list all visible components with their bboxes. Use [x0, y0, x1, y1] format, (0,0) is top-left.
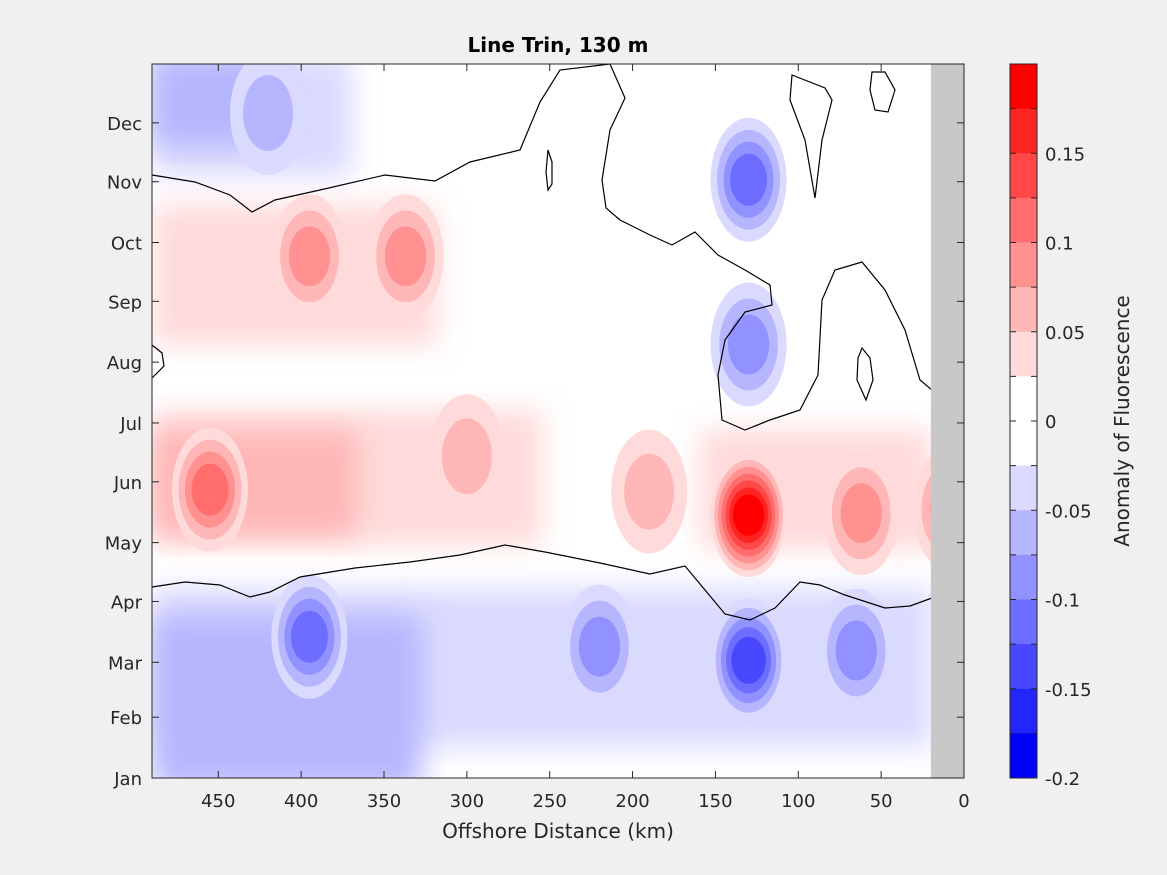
- y-tick-label: Sep: [108, 292, 142, 313]
- colorbar-tick-label: -0.1: [1045, 591, 1080, 612]
- colorbar-segment: [1010, 644, 1037, 690]
- x-tick-label: 400: [284, 791, 318, 812]
- colorbar-segment: [1010, 287, 1037, 333]
- anomaly-feature: [710, 598, 787, 723]
- anomaly-features: [172, 64, 964, 723]
- anomaly-contour-level: [191, 463, 229, 516]
- anomaly-contour-level: [730, 153, 768, 206]
- anomaly-feature: [823, 451, 900, 576]
- anomaly-contour-level: [840, 483, 882, 544]
- axes-box: [151, 63, 965, 779]
- colorbar-segment: [1010, 421, 1037, 467]
- y-tick-label: Jun: [113, 473, 142, 494]
- colorbar-segment: [1010, 64, 1037, 110]
- colorbar-segment: [1010, 510, 1037, 556]
- zero-contour-winter: [151, 63, 933, 431]
- colorbar-segment: [1010, 554, 1037, 600]
- anomaly-feature: [271, 574, 348, 699]
- x-tick-label: 100: [781, 791, 815, 812]
- x-tick-label: 50: [870, 791, 893, 812]
- anomaly-feature: [611, 429, 688, 554]
- zero-contour-nov-small: [545, 149, 553, 192]
- colorbar-tick-label: 0.05: [1045, 323, 1085, 344]
- colorbar-segment: [1010, 108, 1037, 154]
- chart-title: Line Trin, 130 m: [468, 33, 649, 57]
- x-tick-label: 0: [958, 791, 969, 812]
- colorbar-segment: [1010, 376, 1037, 422]
- colorbar-tick-label: -0.15: [1045, 680, 1092, 701]
- anomaly-feature: [367, 194, 444, 319]
- anomaly-feature: [561, 584, 638, 709]
- y-ticks: Jan Feb Mar Apr May Jun Jul Aug Sep Oct Nov Dec: [105, 114, 964, 790]
- x-tick-label: 300: [450, 791, 484, 812]
- x-tick-label: 200: [615, 791, 649, 812]
- y-tick-label: May: [105, 534, 143, 555]
- anomaly-contour-level: [835, 620, 877, 681]
- colorbar-segment: [1010, 242, 1037, 288]
- anomaly-contour-level: [624, 453, 675, 530]
- x-tick-label: 350: [367, 791, 401, 812]
- y-tick-label: Jan: [113, 769, 142, 790]
- anomaly-feature: [172, 427, 248, 552]
- anomaly-contour-level: [727, 314, 770, 375]
- colorbar-tick-label: -0.05: [1045, 501, 1092, 522]
- y-tick-label: Jul: [119, 414, 142, 435]
- colorbar-tick-label: 0.1: [1045, 234, 1074, 255]
- y-tick-label: Oct: [111, 234, 142, 255]
- colorbar-tick-label: -0.2: [1045, 769, 1080, 790]
- zero-contour-aug-small: [856, 346, 874, 402]
- y-tick-label: Aug: [107, 353, 142, 374]
- colorbar-segment: [1010, 688, 1037, 734]
- x-ticks: 450 400 350 300 250 200 150 100 50 0: [201, 64, 970, 812]
- zero-contour-dec-small: [869, 71, 896, 113]
- x-tick-label: 150: [698, 791, 732, 812]
- x-tick-label: 250: [533, 791, 567, 812]
- plot-area: 450 400 350 300 250 200 150 100 50 0 Jan Feb Mar Apr…: [105, 63, 970, 812]
- anomaly-feature: [818, 588, 895, 713]
- no-data-region: [930, 64, 964, 778]
- colorbar: 0.15 0.1 0.05 0 -0.05 -0.1 -0.15 -0.2 Anomaly o…: [1009, 63, 1134, 790]
- anomaly-feature: [710, 453, 787, 578]
- anomaly-feature: [428, 394, 505, 519]
- anomaly-feature: [230, 64, 306, 176]
- x-axis-label: Offshore Distance (km): [442, 819, 674, 843]
- anomaly-feature: [710, 117, 787, 242]
- anomaly-contour-level: [441, 418, 492, 495]
- colorbar-segment: [1010, 331, 1037, 377]
- anomaly-feature: [271, 194, 348, 319]
- zero-contour-aug-left: [151, 344, 165, 379]
- colorbar-frame: [1009, 63, 1038, 779]
- colorbar-segment: [1010, 733, 1037, 779]
- anomaly-feature: [710, 282, 787, 407]
- anomaly-contour-level: [384, 226, 427, 287]
- colorbar-label: Anomaly of Fluorescence: [1110, 295, 1134, 546]
- y-tick-label: Dec: [107, 114, 142, 135]
- anomaly-contour-level: [290, 610, 328, 663]
- colorbar-tick-label: 0.15: [1045, 144, 1085, 165]
- zero-contours: [151, 63, 933, 621]
- zero-contour-spring: [151, 544, 933, 621]
- y-tick-label: Feb: [110, 708, 142, 729]
- y-tick-label: Nov: [107, 173, 142, 194]
- colorbar-segment: [1010, 465, 1037, 511]
- anomaly-contour-level: [578, 616, 621, 677]
- anomaly-contour-level: [243, 75, 293, 152]
- colorbar-segments: [1010, 64, 1037, 779]
- y-tick-label: Mar: [108, 653, 143, 674]
- x-tick-label: 450: [201, 791, 235, 812]
- anomaly-contour-level: [288, 226, 331, 287]
- colorbar-tick-label: 0: [1045, 412, 1056, 433]
- colorbar-ticks: 0.15 0.1 0.05 0 -0.05 -0.1 -0.15 -0.2: [1045, 144, 1092, 790]
- colorbar-segment: [1010, 197, 1037, 243]
- colorbar-segment: [1010, 153, 1037, 199]
- anomaly-contour-level: [731, 636, 766, 684]
- anomaly-contour-level: [732, 494, 765, 537]
- zero-contour-dec-right: [789, 74, 833, 199]
- colorbar-segment: [1010, 599, 1037, 645]
- y-tick-label: Apr: [111, 592, 143, 613]
